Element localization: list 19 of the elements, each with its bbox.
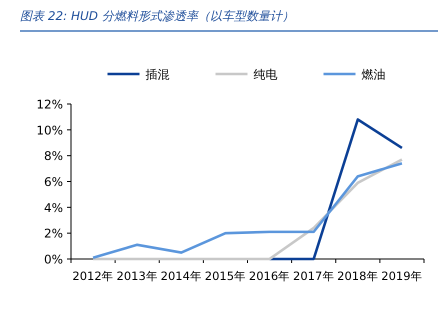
title: 图表 22: HUD 分燃料形式渗透率（以车型数量计） bbox=[20, 9, 294, 23]
y-tick-label: 4% bbox=[44, 200, 63, 215]
x-tick-label: 2015年 bbox=[204, 269, 246, 283]
legend-label: 燃油 bbox=[362, 68, 386, 82]
x-tick-label: 2014年 bbox=[160, 269, 202, 283]
y-tick-label: 10% bbox=[36, 123, 63, 138]
legend-label: 纯电 bbox=[254, 68, 278, 82]
x-tick-label: 2019年 bbox=[381, 269, 423, 283]
x-tick-label: 2013年 bbox=[116, 269, 158, 283]
y-tick-label: 0% bbox=[44, 252, 63, 266]
y-tick-label: 12% bbox=[36, 98, 63, 112]
x-tick-label: 2018年 bbox=[337, 269, 378, 283]
y-tick-label: 6% bbox=[44, 175, 63, 189]
x-tick-label: 2012年 bbox=[72, 269, 114, 283]
x-tick-label: 2017年 bbox=[293, 269, 334, 283]
x-tick-label: 2016年 bbox=[248, 269, 290, 283]
y-tick-label: 8% bbox=[44, 149, 63, 164]
legend-label: 插混 bbox=[146, 68, 170, 82]
y-tick-label: 2% bbox=[44, 226, 63, 241]
